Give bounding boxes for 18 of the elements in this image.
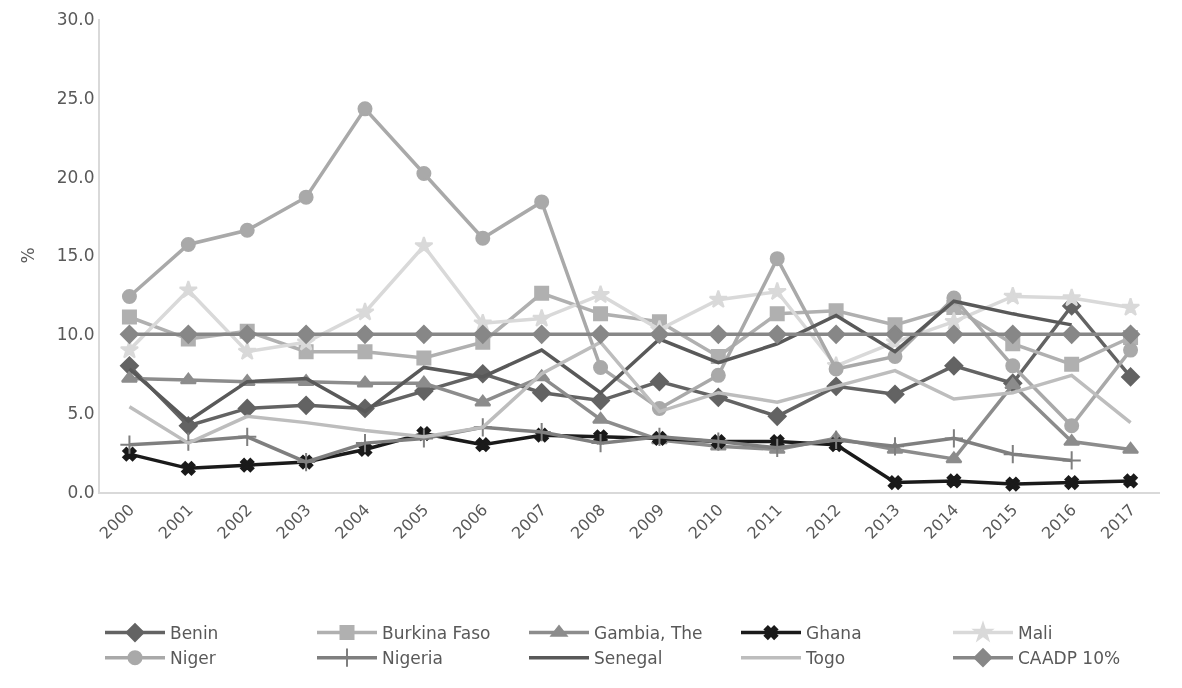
y-tick-label: 5.0: [67, 403, 95, 424]
y-tick-label: 20.0: [56, 166, 95, 187]
legend-label: Mali: [1018, 623, 1053, 644]
legend-label: Gambia, The: [594, 623, 703, 644]
y-axis-title: %: [17, 247, 38, 264]
legend-label: CAADP 10%: [1018, 648, 1121, 669]
legend-label: Senegal: [594, 648, 663, 669]
legend-label: Benin: [170, 623, 219, 644]
y-tick-label: 10.0: [56, 324, 95, 345]
y-tick-label: 0.0: [67, 481, 95, 502]
legend-label: Ghana: [806, 623, 862, 644]
legend-label: Niger: [170, 648, 216, 669]
legend-label: Nigeria: [382, 648, 443, 669]
y-tick-label: 15.0: [56, 245, 95, 266]
y-tick-label: 30.0: [56, 8, 95, 29]
legend-label: Togo: [805, 648, 846, 669]
y-tick-label: 25.0: [56, 87, 95, 108]
legend-label: Burkina Faso: [382, 623, 491, 644]
